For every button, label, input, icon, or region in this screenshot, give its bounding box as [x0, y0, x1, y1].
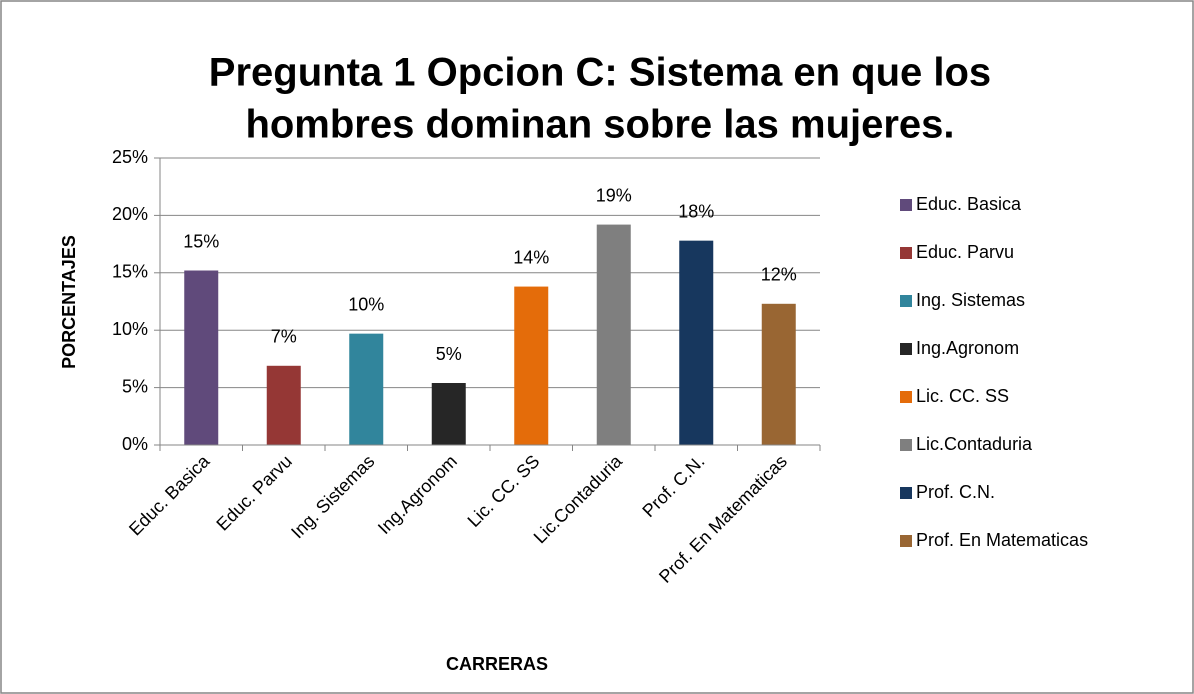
- bar: [761, 303, 796, 445]
- data-label: 5%: [436, 344, 462, 364]
- legend-label: Lic.Contaduria: [916, 434, 1033, 454]
- data-label: 19%: [596, 185, 632, 205]
- legend-swatch: [900, 439, 912, 451]
- data-label: 7%: [271, 327, 297, 347]
- bar: [266, 365, 301, 445]
- bar: [514, 286, 549, 445]
- y-tick-label: 5%: [122, 376, 148, 396]
- legend-label: Ing.Agronom: [916, 338, 1019, 358]
- legend-swatch: [900, 295, 912, 307]
- chart-title: hombres dominan sobre las mujeres.: [245, 103, 954, 147]
- legend-label: Ing. Sistemas: [916, 290, 1025, 310]
- data-label: 10%: [348, 294, 384, 314]
- legend-label: Educ. Parvu: [916, 242, 1014, 262]
- y-tick-label: 15%: [112, 262, 148, 282]
- data-label: 18%: [678, 201, 714, 221]
- legend-swatch: [900, 343, 912, 355]
- data-label: 14%: [513, 247, 549, 267]
- legend-swatch: [900, 199, 912, 211]
- data-label: 12%: [761, 265, 797, 285]
- bar: [184, 270, 219, 445]
- x-axis-label: CARRERAS: [446, 654, 548, 674]
- bar: [431, 383, 466, 445]
- y-tick-label: 10%: [112, 319, 148, 339]
- legend-label: Prof. C.N.: [916, 482, 995, 502]
- legend-swatch: [900, 535, 912, 547]
- legend-swatch: [900, 247, 912, 259]
- data-label: 15%: [183, 231, 219, 251]
- bar: [679, 240, 714, 445]
- bar: [596, 224, 631, 445]
- bar: [349, 333, 384, 445]
- legend-label: Lic. CC. SS: [916, 386, 1009, 406]
- legend-swatch: [900, 487, 912, 499]
- y-tick-label: 25%: [112, 147, 148, 167]
- legend-swatch: [900, 391, 912, 403]
- chart-title: Pregunta 1 Opcion C: Sistema en que los: [209, 51, 991, 95]
- legend-label: Prof. En Matematicas: [916, 530, 1088, 550]
- y-tick-label: 20%: [112, 204, 148, 224]
- legend-label: Educ. Basica: [916, 194, 1022, 214]
- y-tick-label: 0%: [122, 434, 148, 454]
- y-axis-label: PORCENTAJES: [59, 235, 79, 369]
